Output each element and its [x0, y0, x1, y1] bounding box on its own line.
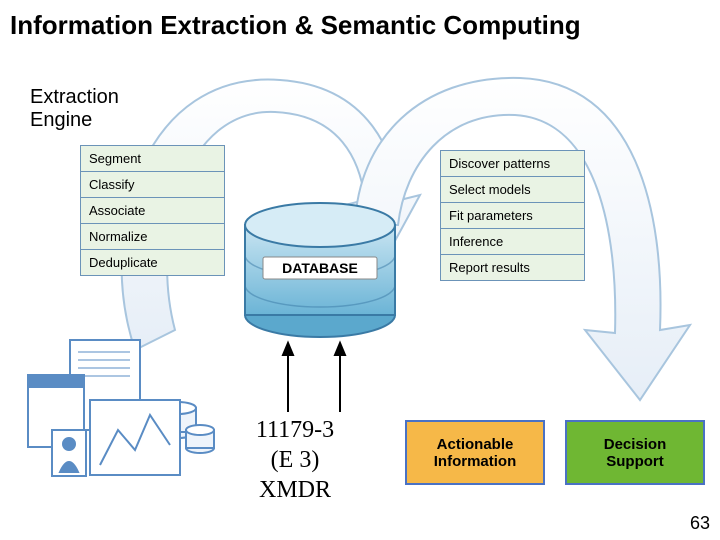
step-segment: Segment [81, 146, 224, 172]
modeling-steps-table: Discover patterns Select models Fit para… [440, 150, 585, 281]
database-label: DATABASE [282, 260, 358, 276]
step-fit-parameters: Fit parameters [441, 203, 584, 229]
step-associate: Associate [81, 198, 224, 224]
standard-line-1: 11179-3 [220, 415, 370, 445]
step-report-results: Report results [441, 255, 584, 280]
step-inference: Inference [441, 229, 584, 255]
decision-label: DecisionSupport [604, 436, 667, 470]
standard-line-3: XMDR [220, 475, 370, 505]
step-classify: Classify [81, 172, 224, 198]
docs-cluster [28, 340, 214, 476]
standard-reference: 11179-3 (E 3) XMDR [220, 415, 370, 505]
standard-line-2: (E 3) [220, 445, 370, 475]
section-subtitle: ExtractionEngine [30, 86, 119, 132]
page-number: 63 [690, 513, 710, 534]
database-icon: DATABASE [245, 203, 395, 337]
actionable-information-box: ActionableInformation [405, 420, 545, 485]
straight-arrows [283, 343, 345, 412]
step-deduplicate: Deduplicate [81, 250, 224, 275]
step-select-models: Select models [441, 177, 584, 203]
page-title: Information Extraction & Semantic Comput… [0, 0, 720, 41]
step-discover-patterns: Discover patterns [441, 151, 584, 177]
actionable-label: ActionableInformation [434, 436, 517, 470]
extraction-steps-table: Segment Classify Associate Normalize Ded… [80, 145, 225, 276]
step-normalize: Normalize [81, 224, 224, 250]
decision-support-box: DecisionSupport [565, 420, 705, 485]
